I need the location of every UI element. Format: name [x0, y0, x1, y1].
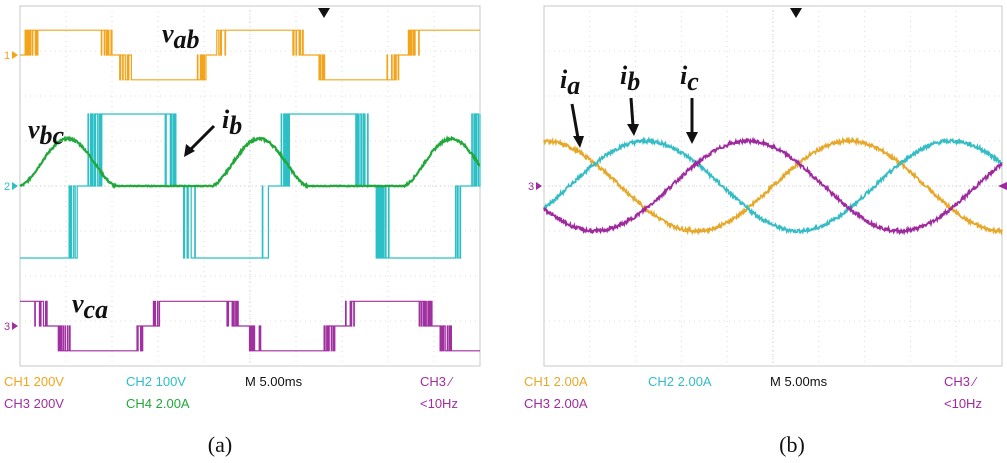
- scope-panel-b: 3 ia ib ic CH1 2.00A CH2 2.00A M 5.00ms …: [520, 0, 1007, 420]
- scope-panel-a: 1 2 3 vab vbc ib vca CH1 200V CH2 100V M 5…: [0, 0, 484, 420]
- status-ch2: CH2 100V: [126, 374, 186, 389]
- trace-v-ab: [20, 29, 480, 81]
- status-ch3: CH3 2.00A: [524, 396, 588, 411]
- trace-i-b: [543, 136, 1003, 235]
- trigger-level-marker: [998, 182, 1007, 190]
- traces: [543, 136, 1003, 236]
- trace-i-c: [543, 136, 1003, 236]
- label-v-bc: vbc: [28, 115, 65, 150]
- marker-ch1-arrow: [12, 51, 18, 59]
- caption-a: (a): [207, 432, 233, 457]
- trigger-position-marker: [318, 8, 330, 18]
- caption-b: (b): [779, 432, 805, 457]
- status-ch4: CH4 2.00A: [126, 396, 190, 411]
- trace-i-b: [19, 135, 481, 190]
- label-i-c: ic: [680, 61, 699, 96]
- marker-ch3-arrow: [536, 182, 542, 190]
- marker-ch1: 1: [4, 50, 10, 62]
- label-i-b: ib: [222, 105, 242, 140]
- background: [0, 0, 484, 420]
- status-ch3: CH3 200V: [4, 396, 64, 411]
- label-v-ca: vca: [72, 289, 108, 324]
- arrow-i-a: [570, 103, 580, 139]
- background: [520, 0, 1007, 420]
- marker-ch2: 2: [4, 181, 10, 193]
- status-trigger: CH3 ⁄: [420, 374, 454, 389]
- status-trigger: CH3 ⁄: [944, 374, 978, 389]
- trace-i-a: [543, 136, 1003, 236]
- status-trigger-freq: <10Hz: [420, 396, 458, 411]
- marker-ch3: 3: [4, 321, 10, 333]
- marker-ch3-arrow: [12, 322, 18, 330]
- channel-markers: 1 2 3: [4, 50, 18, 333]
- label-i-b: ib: [620, 61, 640, 96]
- status-trigger-freq: <10Hz: [944, 396, 982, 411]
- status-ch1: CH1 200V: [4, 374, 64, 389]
- arrow-head-i-b: [627, 124, 639, 136]
- arrow-i-b: [629, 97, 635, 127]
- arrow-head-i-a: [573, 136, 584, 148]
- marker-ch3: 3: [528, 181, 534, 193]
- arrow-i-b: [186, 124, 216, 154]
- scope-screen-a: 1 2 3 vab vbc ib vca CH1 200V CH2 100V M 5…: [0, 0, 484, 420]
- status-timebase: M 5.00ms: [245, 374, 303, 389]
- status-ch1: CH1 2.00A: [524, 374, 588, 389]
- label-v-ab: vab: [162, 19, 200, 54]
- arrow-head-i-b: [184, 144, 195, 157]
- label-i-a: ia: [560, 65, 580, 100]
- status-ch2: CH2 2.00A: [648, 374, 712, 389]
- scope-screen-b: 3 ia ib ic CH1 2.00A CH2 2.00A M 5.00ms …: [520, 0, 1007, 420]
- channel-markers: 3: [528, 181, 1007, 193]
- trace-v-bc: [20, 113, 481, 259]
- arrow-head-i-c: [686, 132, 698, 144]
- trace-v-ca: [20, 300, 480, 352]
- marker-ch2-arrow: [12, 182, 18, 190]
- trigger-position-marker: [790, 8, 802, 18]
- traces: [19, 29, 481, 352]
- status-timebase: M 5.00ms: [770, 374, 828, 389]
